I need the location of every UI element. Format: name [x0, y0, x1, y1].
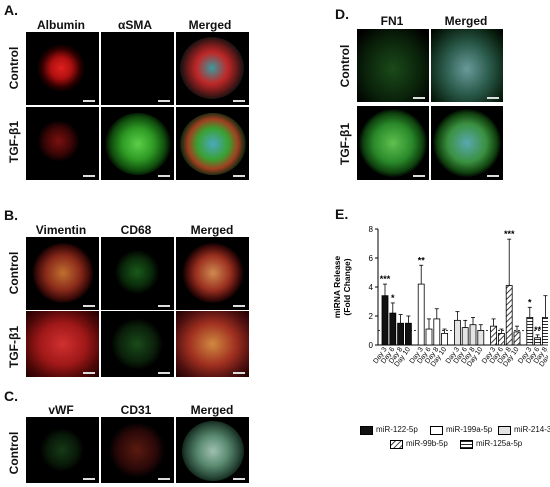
panel-d-label: D. — [335, 6, 349, 22]
micrograph-cd68-tgf — [101, 311, 174, 377]
row-control-a: Control — [7, 46, 21, 90]
col-vimentin: Vimentin — [35, 223, 87, 237]
micrograph-cd68-control — [101, 237, 174, 310]
micrograph-merged-d-tgf — [431, 106, 503, 180]
significance-label: *** — [380, 274, 391, 284]
panel-b-label: B. — [4, 207, 18, 223]
legend-label: miR-214-3p — [514, 425, 550, 434]
bar — [425, 328, 433, 346]
bar — [441, 333, 448, 346]
row-control-c: Control — [7, 431, 21, 475]
micrograph-merged-d-control — [431, 29, 503, 102]
legend-swatch-white — [430, 426, 443, 435]
panel-c-label: C. — [4, 388, 18, 404]
bar — [381, 295, 389, 346]
col-asma: αSMA — [117, 18, 153, 32]
legend-swatch-lightgray — [498, 426, 511, 435]
bar — [397, 322, 404, 346]
bar — [513, 331, 521, 346]
legend-swatch-dense — [460, 440, 473, 449]
micrograph-vimentin-control — [26, 237, 99, 310]
col-merged-d: Merged — [444, 14, 488, 28]
legend-swatch-diagonal — [390, 440, 403, 449]
panel-e-label: E. — [335, 206, 349, 222]
micrograph-asma-control — [101, 32, 174, 105]
y-axis-label: miRNA Release — [332, 255, 342, 318]
legend-label: miR-199a-5p — [446, 425, 493, 434]
bar — [405, 322, 412, 346]
y-tick-label: 6 — [369, 254, 374, 263]
bar — [469, 324, 477, 346]
micrograph-fn1-tgf — [357, 106, 429, 180]
col-cd68: CD68 — [120, 223, 152, 237]
row-control-b: Control — [7, 251, 21, 295]
y-tick-label: 8 — [369, 225, 374, 234]
bar — [389, 312, 397, 346]
significance-label: * — [528, 297, 532, 307]
legend-label: miR-125a-5p — [476, 439, 523, 448]
y-tick-label: 0 — [369, 341, 374, 350]
bar — [497, 333, 505, 346]
significance-label: ** — [418, 255, 426, 265]
micrograph-merged-a-control — [176, 32, 249, 105]
bar — [526, 317, 534, 346]
col-merged-c: Merged — [190, 403, 234, 417]
row-control-d: Control — [338, 44, 352, 88]
col-fn1: FN1 — [380, 14, 404, 28]
micrograph-vwf-control — [26, 417, 99, 483]
micrograph-merged-b-tgf — [176, 311, 249, 377]
panel-a-label: A. — [4, 2, 18, 18]
micrograph-fn1-control — [357, 29, 429, 102]
micrograph-merged-b-control — [176, 237, 249, 310]
legend-swatch-solid — [360, 426, 373, 435]
micrograph-merged-c-control — [176, 417, 249, 483]
legend-label: miR-99b-5p — [406, 439, 448, 448]
bar — [477, 330, 485, 346]
bar — [433, 318, 441, 346]
bar — [461, 327, 469, 346]
bar — [505, 285, 513, 346]
micrograph-albumin-control — [26, 32, 99, 105]
significance-label: * — [391, 293, 395, 303]
micrograph-albumin-tgf — [26, 107, 99, 180]
col-albumin: Albumin — [37, 18, 85, 32]
bar — [454, 319, 461, 346]
row-tgf-d: TGF-β1 — [338, 123, 352, 165]
bar — [541, 317, 548, 346]
significance-label: *** — [504, 229, 515, 239]
row-tgf-a: TGF-β1 — [7, 121, 21, 163]
legend-label: miR-122-5p — [376, 425, 418, 434]
y-axis-label: (Fold Change) — [342, 258, 352, 315]
bar — [417, 283, 425, 346]
x-tick-label: Day 10 — [538, 346, 548, 368]
bar — [534, 337, 542, 346]
micrograph-vimentin-tgf — [26, 311, 99, 377]
y-tick-label: 4 — [369, 283, 374, 292]
col-merged-a: Merged — [188, 18, 232, 32]
chart-legend: miR-122-5p miR-199a-5p miR-214-3p miR-99… — [360, 425, 550, 475]
col-vwf: vWF — [48, 403, 74, 417]
micrograph-asma-tgf — [101, 107, 174, 180]
micrograph-merged-a-tgf — [176, 107, 249, 180]
col-merged-b: Merged — [190, 223, 234, 237]
row-tgf-b: TGF-β1 — [7, 326, 21, 368]
col-cd31: CD31 — [120, 403, 152, 417]
significance-label: ** — [534, 325, 542, 335]
bar — [490, 325, 498, 346]
micrograph-cd31-control — [101, 417, 174, 483]
y-tick-label: 2 — [369, 312, 374, 321]
